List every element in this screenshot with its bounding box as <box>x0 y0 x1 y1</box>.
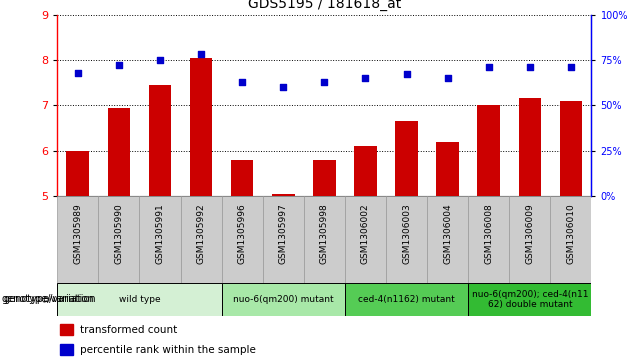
Text: wild type: wild type <box>119 295 160 304</box>
Bar <box>190 58 212 196</box>
Text: nuo-6(qm200); ced-4(n11
62) double mutant: nuo-6(qm200); ced-4(n11 62) double mutan… <box>471 290 588 309</box>
FancyBboxPatch shape <box>345 196 386 283</box>
FancyBboxPatch shape <box>550 196 591 283</box>
Bar <box>478 105 500 196</box>
FancyBboxPatch shape <box>181 196 221 283</box>
Bar <box>560 101 582 196</box>
Point <box>525 64 535 70</box>
Bar <box>149 85 171 196</box>
Bar <box>354 146 377 196</box>
Point <box>401 72 411 77</box>
FancyBboxPatch shape <box>386 196 427 283</box>
FancyBboxPatch shape <box>304 196 345 283</box>
FancyBboxPatch shape <box>468 196 509 283</box>
Text: GSM1306010: GSM1306010 <box>567 203 576 264</box>
Text: GSM1305992: GSM1305992 <box>197 203 205 264</box>
FancyBboxPatch shape <box>509 196 550 283</box>
Bar <box>231 160 254 196</box>
Text: ced-4(n1162) mutant: ced-4(n1162) mutant <box>358 295 455 304</box>
FancyBboxPatch shape <box>427 196 468 283</box>
Point <box>196 52 206 57</box>
FancyBboxPatch shape <box>99 196 139 283</box>
Point <box>114 62 124 68</box>
Text: nuo-6(qm200) mutant: nuo-6(qm200) mutant <box>233 295 333 304</box>
FancyBboxPatch shape <box>57 283 221 316</box>
Point <box>566 64 576 70</box>
Bar <box>107 107 130 196</box>
Point <box>278 84 288 90</box>
Bar <box>313 160 336 196</box>
Point <box>73 70 83 76</box>
Bar <box>518 98 541 196</box>
Text: GSM1305991: GSM1305991 <box>155 203 165 264</box>
Bar <box>67 151 89 196</box>
Point <box>361 75 371 81</box>
Text: GSM1306003: GSM1306003 <box>402 203 411 264</box>
Text: GSM1305998: GSM1305998 <box>320 203 329 264</box>
Text: GSM1305990: GSM1305990 <box>114 203 123 264</box>
Text: GSM1306002: GSM1306002 <box>361 203 370 264</box>
FancyBboxPatch shape <box>263 196 304 283</box>
Text: GSM1305997: GSM1305997 <box>279 203 287 264</box>
Text: percentile rank within the sample: percentile rank within the sample <box>80 345 256 355</box>
Text: GSM1306008: GSM1306008 <box>484 203 494 264</box>
FancyBboxPatch shape <box>221 196 263 283</box>
Bar <box>272 194 294 196</box>
Text: GSM1305996: GSM1305996 <box>238 203 247 264</box>
Text: transformed count: transformed count <box>80 325 177 335</box>
Text: GSM1306009: GSM1306009 <box>525 203 534 264</box>
Text: genotype/variation: genotype/variation <box>3 294 96 305</box>
Point <box>483 64 494 70</box>
Point <box>155 57 165 63</box>
FancyBboxPatch shape <box>468 283 591 316</box>
Text: genotype/variation: genotype/variation <box>1 294 93 305</box>
FancyBboxPatch shape <box>345 283 468 316</box>
Bar <box>436 142 459 196</box>
FancyBboxPatch shape <box>139 196 181 283</box>
Point <box>319 79 329 85</box>
FancyBboxPatch shape <box>221 283 345 316</box>
Bar <box>60 324 73 335</box>
Text: GSM1306004: GSM1306004 <box>443 203 452 264</box>
Bar <box>395 121 418 196</box>
Point <box>237 79 247 85</box>
Bar <box>60 344 73 355</box>
Title: GDS5195 / 181618_at: GDS5195 / 181618_at <box>248 0 401 11</box>
Text: GSM1305989: GSM1305989 <box>73 203 82 264</box>
FancyBboxPatch shape <box>57 196 99 283</box>
Point <box>443 75 453 81</box>
